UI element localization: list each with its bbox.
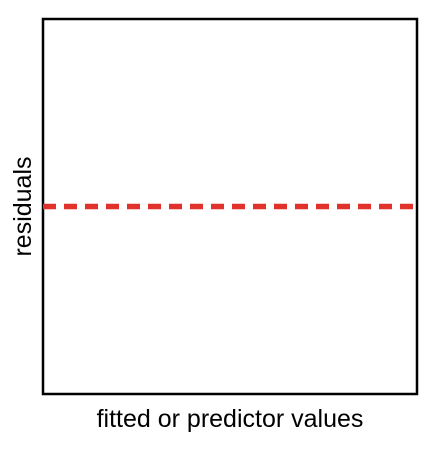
x-axis-label: fitted or predictor values <box>97 405 364 433</box>
y-axis-label: residuals <box>9 156 37 256</box>
